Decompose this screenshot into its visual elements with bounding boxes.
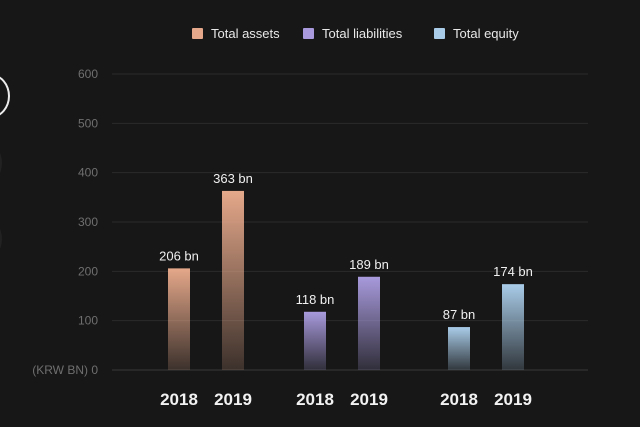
bar — [168, 268, 190, 370]
carousel-dot — [0, 218, 2, 260]
legend-item-total-liabilities: Total liabilities — [303, 22, 402, 44]
bar — [222, 190, 244, 370]
bar-value-label: 189 bn — [349, 257, 389, 272]
legend-swatch — [303, 27, 314, 39]
legend-item-total-equity: Total equity — [434, 22, 519, 44]
x-category-label: 2019 — [494, 390, 532, 409]
x-category-label: 2018 — [296, 390, 334, 409]
y-tick-label: 400 — [78, 166, 98, 180]
bar — [502, 284, 524, 370]
bar-value-label: 206 bn — [159, 248, 199, 263]
y-tick-label: 500 — [78, 116, 98, 130]
y-tick-label: 600 — [78, 67, 98, 81]
y-tick-label: (KRW BN) 0 — [32, 363, 98, 377]
chart-legend: Total assets Total liabilities Total equ… — [0, 22, 640, 44]
x-category-label: 2018 — [160, 390, 198, 409]
bar — [304, 311, 326, 370]
legend-label: Total equity — [453, 25, 519, 41]
x-category-label: 2019 — [350, 390, 388, 409]
legend-swatch — [192, 27, 203, 39]
legend-label: Total liabilities — [322, 25, 403, 41]
bar-value-label: 118 bn — [296, 292, 335, 307]
y-tick-label: 300 — [78, 215, 98, 229]
bar — [358, 276, 380, 370]
bar-value-label: 363 bn — [213, 171, 253, 186]
legend-swatch — [434, 27, 445, 39]
x-category-label: 2019 — [214, 390, 252, 409]
carousel-dot — [0, 142, 2, 184]
legend-item-total-assets: Total assets — [192, 22, 280, 44]
y-tick-label: 100 — [78, 314, 98, 328]
legend-label: Total assets — [211, 25, 280, 41]
bar-value-label: 87 bn — [443, 307, 476, 322]
bar-value-label: 174 bn — [493, 264, 533, 279]
y-tick-label: 200 — [78, 264, 98, 278]
bar — [448, 327, 470, 370]
x-category-label: 2018 — [440, 390, 478, 409]
